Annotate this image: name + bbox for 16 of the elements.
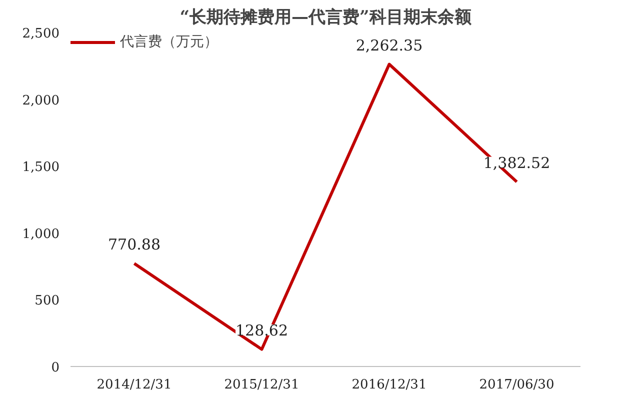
x-tick-label: 2014/12/31	[96, 378, 172, 392]
chart-title: “长期待摊费用—代言费”科目期末余额	[180, 8, 472, 28]
data-label: 1,382.52	[483, 154, 550, 172]
legend-label: 代言费（万元）	[120, 33, 218, 51]
y-tick-label: 1,500	[22, 160, 60, 176]
data-label: 128.62	[236, 321, 288, 340]
x-tick-label: 2017/06/30	[479, 378, 554, 392]
data-label: 770.88	[108, 236, 161, 254]
y-tick-label: 500	[34, 294, 60, 309]
y-tick-label: 0	[51, 360, 60, 376]
y-tick-label: 2,000	[22, 93, 60, 108]
x-tick-label: 2015/12/31	[224, 378, 300, 392]
y-tick-label: 2,500	[22, 26, 60, 42]
y-tick-label: 1,000	[22, 226, 60, 242]
data-label: 2,262.35	[356, 36, 423, 54]
x-tick-label: 2016/12/31	[352, 378, 427, 392]
